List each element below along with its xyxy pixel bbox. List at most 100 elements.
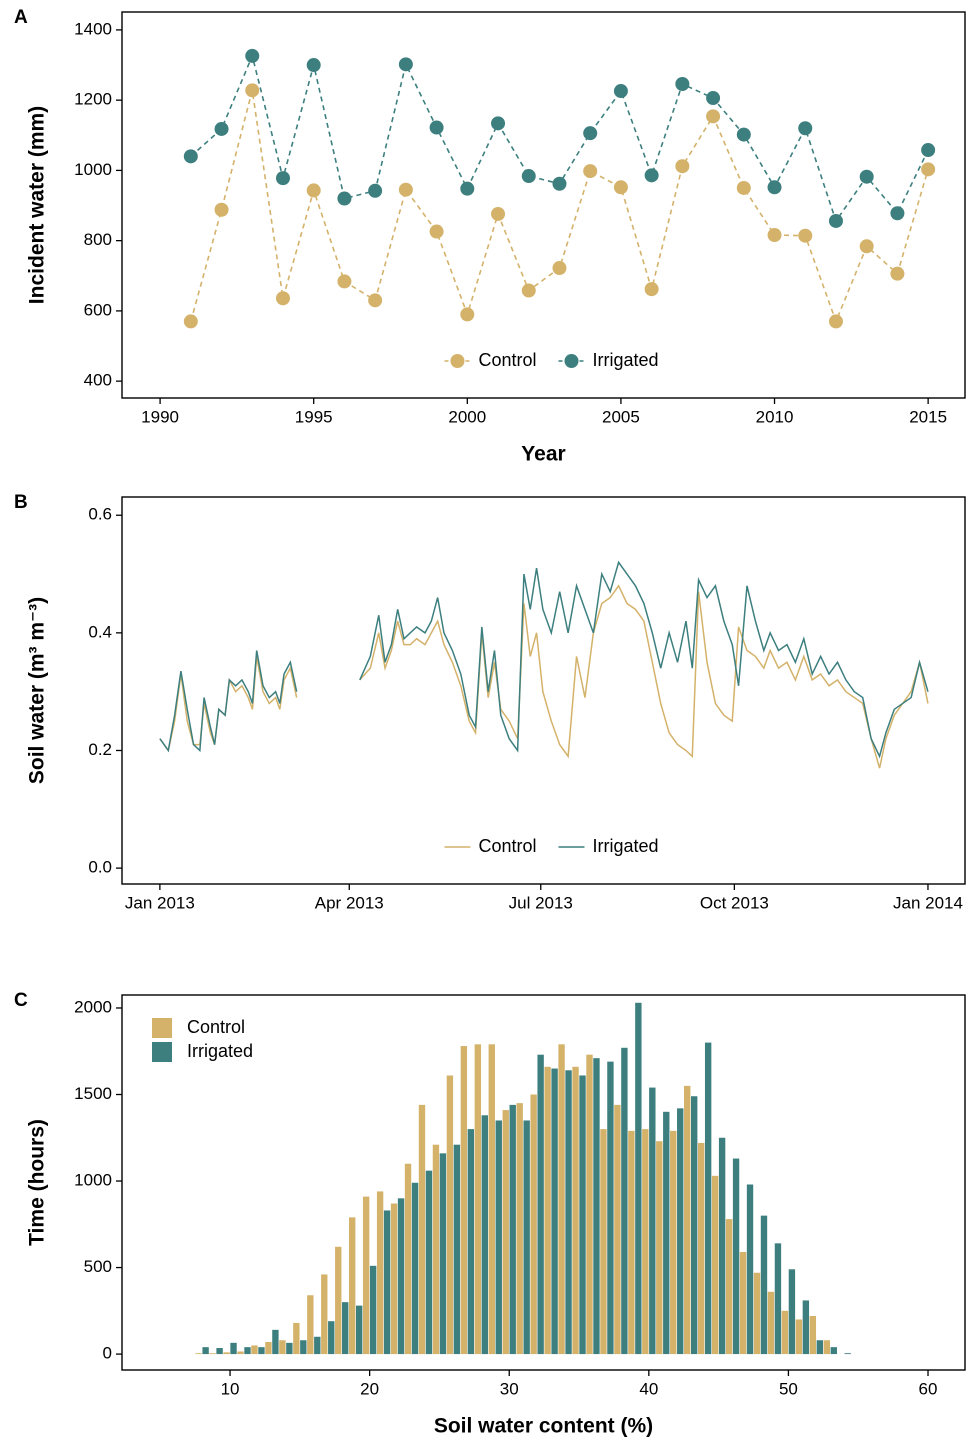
bar (502, 1110, 509, 1355)
bar (530, 1094, 537, 1355)
bar (251, 1345, 258, 1355)
y-tick-label: 600 (84, 300, 112, 319)
bar (635, 1002, 642, 1355)
bar (579, 1075, 586, 1355)
bar (523, 1120, 530, 1355)
point (306, 183, 321, 198)
panel-label: A (14, 7, 28, 28)
point (460, 181, 475, 196)
point (552, 261, 567, 276)
bar (230, 1342, 237, 1355)
x-tick-label: Jan 2013 (125, 893, 195, 912)
point (214, 202, 229, 217)
bar (593, 1058, 600, 1355)
legend: Control Irrigated (152, 1017, 253, 1062)
point (368, 293, 383, 308)
bar (691, 1096, 698, 1355)
legend-label: Irrigated (592, 836, 658, 856)
y-tick-label: 2000 (74, 997, 112, 1016)
bar (607, 1061, 614, 1355)
legend-label: Irrigated (187, 1041, 253, 1061)
x-tick-label: 60 (919, 1379, 938, 1398)
point (521, 169, 536, 184)
legend-key (450, 354, 465, 368)
point (859, 169, 874, 184)
point (706, 109, 721, 124)
panel: A 400 600 800 1000 1200 1400 1990 1995 2000 2005 20… (14, 7, 966, 466)
bar (272, 1329, 279, 1355)
y-axis-title: Time (hours) (26, 1119, 49, 1246)
y-axis-title: Soil water (m³ m⁻³) (26, 597, 49, 784)
point (398, 57, 413, 72)
point (828, 314, 843, 329)
bar (335, 1246, 342, 1355)
bar (586, 1054, 593, 1355)
bar (711, 1175, 719, 1355)
panel: C 0 500 1000 1500 2000 10 20 30 40 50 60 Time (hours… (14, 990, 966, 1437)
bar (732, 1158, 740, 1355)
point (460, 307, 475, 322)
legend-label: Control (478, 836, 536, 856)
bar (697, 1142, 705, 1355)
bar (642, 1129, 649, 1355)
point (798, 228, 813, 243)
bar (746, 1184, 754, 1355)
plot-frame (121, 496, 966, 885)
bar (495, 1120, 502, 1355)
point (675, 77, 690, 92)
x-tick-label: 10 (221, 1379, 240, 1398)
y-tick-label: 400 (84, 371, 112, 390)
x-tick-label: 40 (639, 1379, 658, 1398)
point (491, 206, 506, 221)
bar (195, 1353, 202, 1355)
bar (425, 1170, 433, 1355)
bar (216, 1348, 223, 1355)
bar (321, 1274, 328, 1355)
point (613, 84, 628, 99)
bar (404, 1163, 412, 1355)
bar (802, 1300, 810, 1355)
legend-label: Control (187, 1017, 245, 1037)
point (798, 121, 813, 136)
series-line (190, 90, 929, 324)
y-tick-label: 1000 (74, 160, 112, 179)
plot-frame (121, 11, 966, 399)
bar (509, 1104, 516, 1355)
point (275, 171, 290, 186)
y-tick-label: 0.4 (88, 622, 112, 641)
bar (670, 1130, 677, 1355)
bar (621, 1047, 628, 1355)
x-tick-label: 30 (500, 1379, 519, 1398)
point (675, 159, 690, 174)
panel: B 0.0 0.2 0.4 0.6 Jan 2013 Apr 2013 Jul 2013 Oct… (14, 492, 966, 912)
bar (718, 1137, 726, 1355)
point (337, 274, 352, 289)
bar (342, 1302, 349, 1355)
bar (551, 1068, 558, 1355)
panel-label: B (14, 492, 28, 513)
bar (704, 1042, 712, 1355)
bar (844, 1353, 851, 1355)
point (521, 283, 536, 298)
bar (446, 1075, 454, 1355)
bar (244, 1347, 251, 1355)
bar (258, 1347, 265, 1355)
point (583, 164, 598, 179)
bar (488, 1044, 495, 1355)
bar (823, 1340, 830, 1355)
bar (684, 1085, 691, 1355)
bar (411, 1182, 419, 1355)
bar (467, 1129, 475, 1355)
bar (202, 1347, 209, 1355)
x-axis-title: Soil water content (%) (434, 1415, 653, 1437)
point (491, 116, 506, 131)
y-axis-title: Incident water (mm) (26, 106, 49, 304)
point (644, 168, 659, 183)
bar (481, 1115, 488, 1355)
point (921, 143, 936, 158)
point (859, 239, 874, 254)
bar (795, 1319, 803, 1355)
bar (565, 1070, 572, 1355)
point (767, 228, 782, 243)
bar (362, 1196, 370, 1355)
